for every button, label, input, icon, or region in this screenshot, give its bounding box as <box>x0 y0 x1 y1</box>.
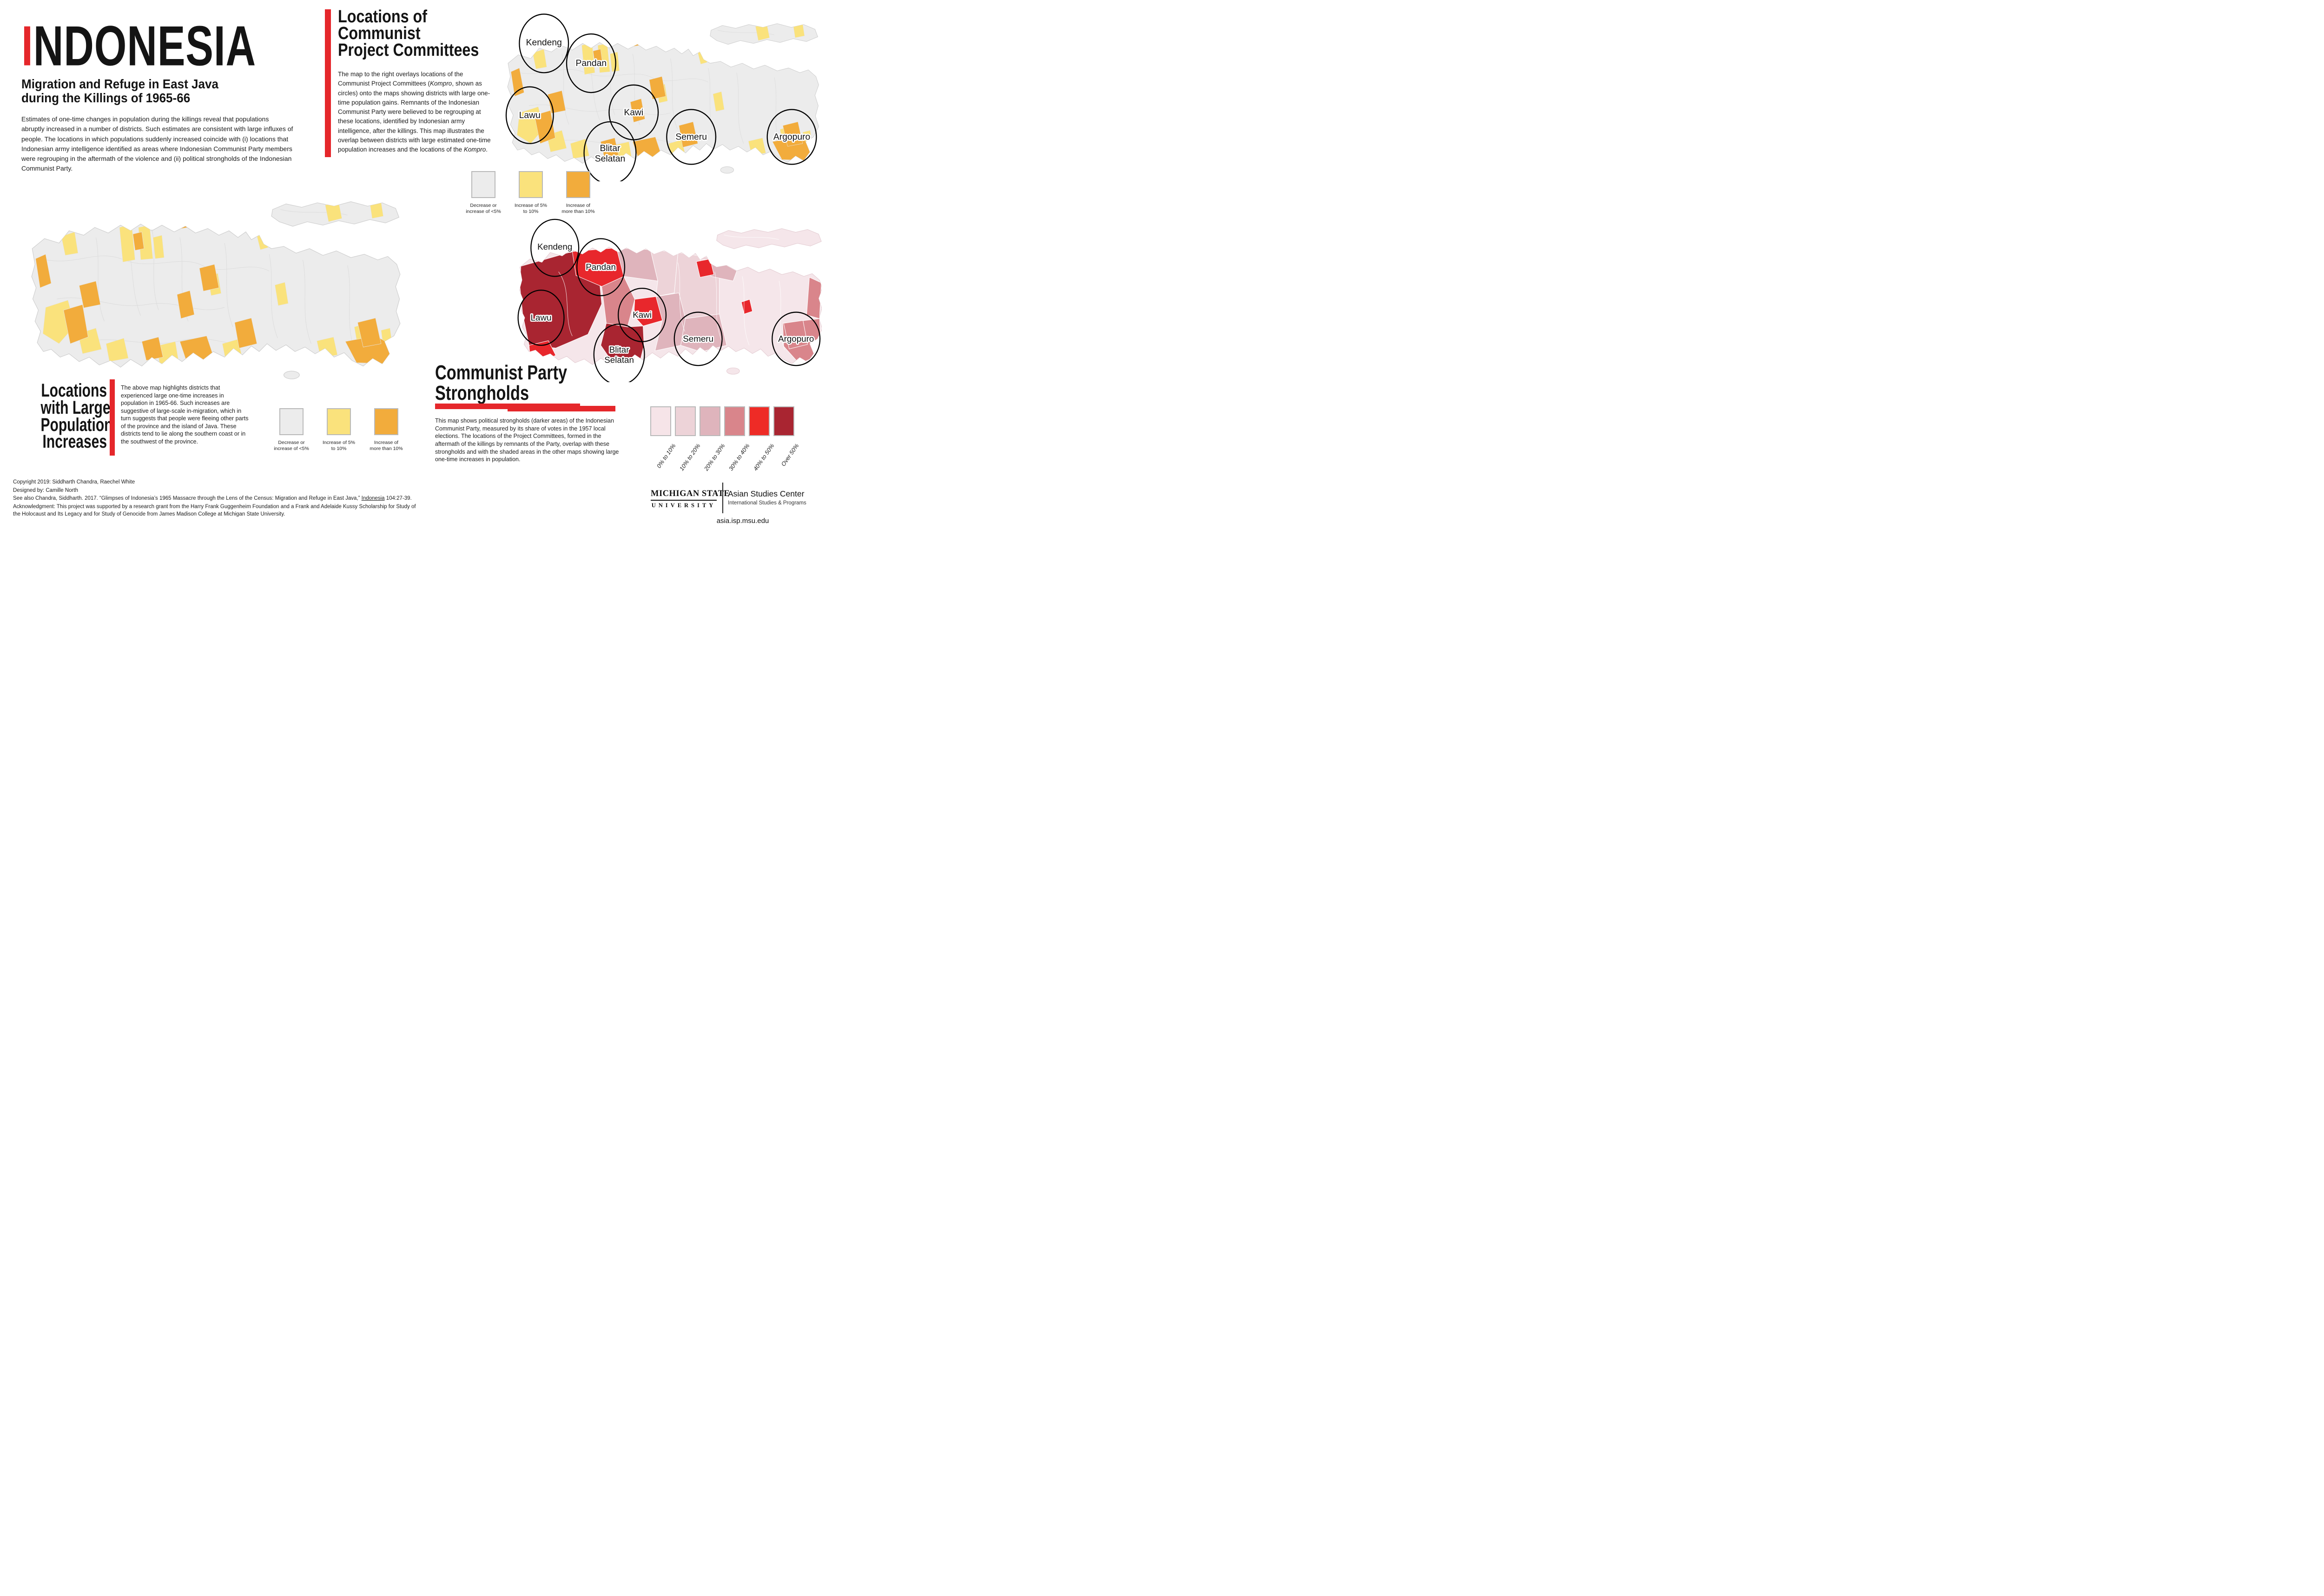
legend-swatch-yellow <box>327 408 351 435</box>
intro-paragraph: Estimates of one-time changes in populat… <box>21 115 293 172</box>
legend-label: Decrease or increase of <5% <box>274 440 309 452</box>
legend-swatch-yellow <box>519 171 543 198</box>
population-increase-map <box>12 176 403 389</box>
title-rest: NDONESIA <box>33 14 257 78</box>
legend-swatch-gray <box>471 171 495 198</box>
msu-logo-line-2: UNIVERSITY <box>651 502 716 509</box>
pop-heading-line-2: with Large <box>40 397 111 418</box>
strongholds-heading-line-1: Communist Party <box>435 361 568 384</box>
footer-copyright: Copyright 2019: Siddharth Chandra, Raech… <box>13 479 135 485</box>
page-title: INDONESIA <box>21 17 256 74</box>
legend-swatch-0-10 <box>650 406 671 436</box>
branding-divider <box>722 483 723 513</box>
legend-label: Decrease or increase of <5% <box>466 203 501 215</box>
legend-item: Increase of 5% to 10% <box>321 408 357 452</box>
website-url: asia.isp.msu.edu <box>716 517 769 525</box>
pop-heading-line-3: Population <box>40 414 113 435</box>
legend-item: Increase of 5% to 10% <box>513 171 549 215</box>
legend-item: Decrease or increase of <5% <box>273 408 310 452</box>
legend-swatch-over-50 <box>773 406 794 436</box>
legend-swatch-30-40 <box>724 406 745 436</box>
strongholds-map <box>503 207 822 382</box>
legend-swatch-40-50 <box>749 406 770 436</box>
footer-designer: Designed by: Camille North <box>13 487 78 493</box>
kompro-overlay-map <box>491 2 822 181</box>
footer-citation: See also Chandra, Siddharth. 2017. “Glim… <box>13 496 412 502</box>
pop-heading-line-1: Locations <box>41 380 107 401</box>
legend-label: Increase of more than 10% <box>370 440 403 452</box>
footer-acknowledgment: Acknowledgment: This project was support… <box>13 503 416 517</box>
legend-swatch-gray <box>279 408 304 435</box>
legend-label: Increase of more than 10% <box>561 203 595 215</box>
title-red-initial: I <box>21 14 33 78</box>
pop-heading-line-4: Increases <box>42 431 107 452</box>
msu-logo: MICHIGAN STATE UNIVERSITY <box>651 489 730 509</box>
subtitle-line-1: Migration and Refuge in East Java <box>21 77 218 91</box>
population-accent-bar <box>110 379 115 456</box>
msu-logo-line-1: MICHIGAN STATE <box>651 489 730 501</box>
legend-item: Increase of more than 10% <box>560 171 596 215</box>
legend-swatch-orange <box>566 171 590 198</box>
population-legend-top: Decrease or increase of <5% Increase of … <box>465 171 596 215</box>
legend-swatch-orange <box>374 408 398 435</box>
legend-label: Increase of 5% to 10% <box>514 203 548 215</box>
subtitle-line-2: during the Killings of 1965-66 <box>21 90 191 105</box>
footer-credits: Copyright 2019: Siddharth Chandra, Raech… <box>13 479 422 519</box>
legend-item: Increase of more than 10% <box>368 408 404 452</box>
strongholds-heading-line-2: Strongholds <box>435 382 529 404</box>
strongholds-legend <box>650 406 794 436</box>
kompro-accent-bar <box>325 9 331 157</box>
legend-swatch-20-30 <box>700 406 720 436</box>
poster: Kendeng Pandan Lawu Kawi Blitar Selatan … <box>0 0 822 532</box>
kompro-heading-line-1: Locations of <box>338 7 428 26</box>
page-subtitle: Migration and Refuge in East Java during… <box>21 77 218 105</box>
legend-swatch-10-20 <box>675 406 696 436</box>
kompro-heading-line-2: Communist <box>338 24 421 44</box>
strongholds-section-heading: Communist Party Strongholds <box>435 363 567 404</box>
kompro-section-paragraph: The map to the right overlays locations … <box>338 71 491 153</box>
population-legend-middle: Decrease or increase of <5% Increase of … <box>273 408 404 452</box>
strongholds-section-paragraph: This map shows political strongholds (da… <box>435 417 619 463</box>
legend-item: Decrease or increase of <5% <box>465 171 502 215</box>
legend-label: Increase of 5% to 10% <box>322 440 356 452</box>
strongholds-accent-bar-segment <box>508 406 615 411</box>
kompro-heading-line-3: Project Committees <box>338 40 479 60</box>
population-section-heading: Locations with Large Population Increase… <box>40 380 113 452</box>
international-studies-label: International Studies & Programs <box>728 500 806 506</box>
asian-studies-center-label: Asian Studies Center <box>728 489 805 498</box>
population-section-paragraph: The above map highlights districts that … <box>121 384 249 445</box>
kompro-section-heading: Locations of Communist Project Committee… <box>338 8 479 59</box>
